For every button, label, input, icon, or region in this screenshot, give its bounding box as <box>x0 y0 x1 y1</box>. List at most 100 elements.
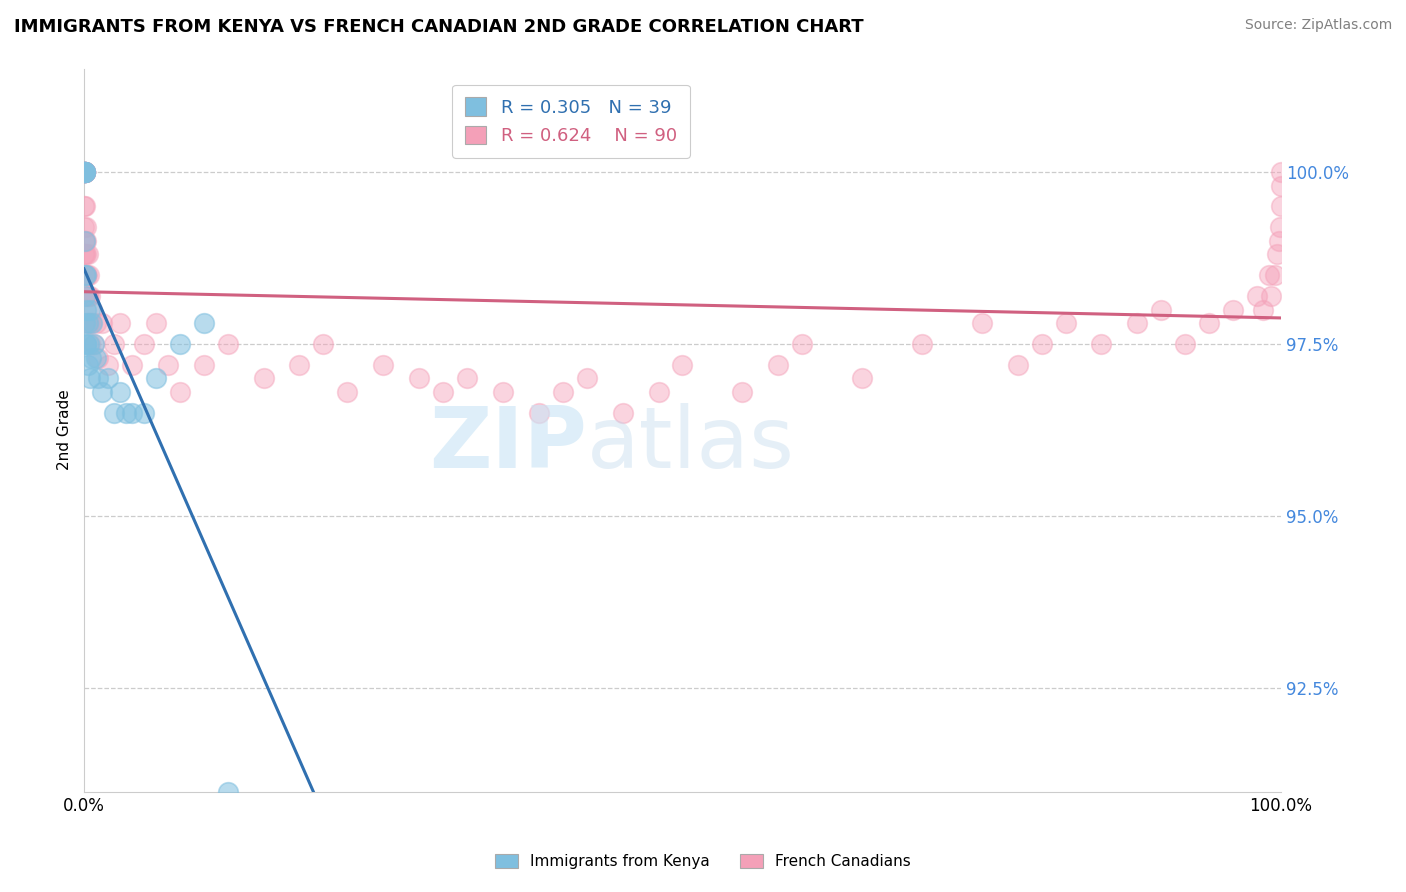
Point <box>75 234 97 248</box>
Text: IMMIGRANTS FROM KENYA VS FRENCH CANADIAN 2ND GRADE CORRELATION CHART: IMMIGRANTS FROM KENYA VS FRENCH CANADIAN… <box>14 18 863 36</box>
Point <box>132 406 155 420</box>
Point <box>77 268 100 282</box>
Point <box>91 317 114 331</box>
Point <box>408 371 430 385</box>
Point <box>1267 234 1289 248</box>
Point <box>77 289 100 303</box>
Point <box>75 268 97 282</box>
Point <box>79 289 101 303</box>
Point <box>768 358 790 372</box>
Point <box>527 406 550 420</box>
Point <box>970 317 993 331</box>
Point <box>132 337 155 351</box>
Point <box>103 406 125 420</box>
Point <box>169 385 191 400</box>
Point <box>80 317 103 331</box>
Point <box>73 165 96 179</box>
Point <box>91 385 114 400</box>
Point <box>252 371 274 385</box>
Point <box>851 371 873 385</box>
Point <box>76 358 98 372</box>
Point <box>1222 302 1244 317</box>
Point <box>75 289 97 303</box>
Point <box>73 165 96 179</box>
Text: atlas: atlas <box>586 403 794 486</box>
Point <box>73 165 96 179</box>
Point <box>108 317 131 331</box>
Point <box>84 351 107 365</box>
Point <box>75 247 97 261</box>
Point <box>75 268 97 282</box>
Point <box>1268 219 1291 234</box>
Point <box>671 358 693 372</box>
Point <box>73 234 96 248</box>
Point <box>73 165 96 179</box>
Point <box>792 337 814 351</box>
Point <box>73 165 96 179</box>
Point <box>76 247 98 261</box>
Point <box>1126 317 1149 331</box>
Point <box>73 165 96 179</box>
Point <box>75 219 97 234</box>
Point <box>1007 358 1029 372</box>
Point <box>87 351 110 365</box>
Point <box>193 358 215 372</box>
Point <box>156 358 179 372</box>
Point <box>73 247 96 261</box>
Point <box>75 302 97 317</box>
Point <box>73 165 96 179</box>
Point <box>1251 302 1274 317</box>
Point <box>73 165 96 179</box>
Point <box>73 165 96 179</box>
Point <box>492 385 515 400</box>
Point <box>83 337 105 351</box>
Point <box>103 337 125 351</box>
Point <box>73 165 96 179</box>
Point <box>75 337 97 351</box>
Point <box>336 385 359 400</box>
Point <box>1174 337 1197 351</box>
Point <box>288 358 311 372</box>
Point <box>1270 199 1292 213</box>
Point <box>76 317 98 331</box>
Point <box>108 385 131 400</box>
Point <box>75 234 97 248</box>
Point <box>551 385 574 400</box>
Point <box>83 337 105 351</box>
Point <box>911 337 934 351</box>
Point <box>73 165 96 179</box>
Point <box>73 165 96 179</box>
Point <box>1090 337 1112 351</box>
Point <box>1258 268 1281 282</box>
Point <box>1264 268 1286 282</box>
Point <box>193 317 215 331</box>
Point <box>73 165 96 179</box>
Point <box>312 337 335 351</box>
Point <box>79 302 101 317</box>
Point <box>76 317 98 331</box>
Point <box>1270 165 1292 179</box>
Point <box>76 268 98 282</box>
Point <box>75 268 97 282</box>
Point <box>82 317 104 331</box>
Point <box>75 337 97 351</box>
Point <box>1031 337 1053 351</box>
Point <box>73 165 96 179</box>
Point <box>73 165 96 179</box>
Point <box>82 302 104 317</box>
Point <box>731 385 754 400</box>
Point <box>121 406 143 420</box>
Point <box>76 289 98 303</box>
Text: Source: ZipAtlas.com: Source: ZipAtlas.com <box>1244 18 1392 32</box>
Point <box>145 317 167 331</box>
Point <box>84 317 107 331</box>
Point <box>1260 289 1282 303</box>
Point <box>1198 317 1220 331</box>
Point <box>80 351 103 365</box>
Point <box>75 317 97 331</box>
Legend: Immigrants from Kenya, French Canadians: Immigrants from Kenya, French Canadians <box>489 848 917 875</box>
Point <box>647 385 669 400</box>
Point <box>97 371 120 385</box>
Point <box>145 371 167 385</box>
Text: ZIP: ZIP <box>429 403 586 486</box>
